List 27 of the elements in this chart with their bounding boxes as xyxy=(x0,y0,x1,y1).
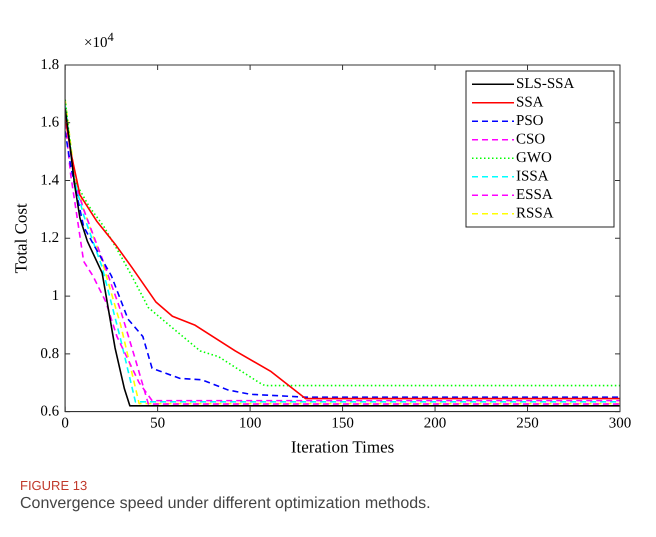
y-tick-label: 1.6 xyxy=(40,114,60,131)
y-tick-label: 0.6 xyxy=(40,404,60,420)
x-tick-label: 150 xyxy=(331,416,354,432)
legend-label: SSA xyxy=(516,94,544,111)
x-tick-label: 250 xyxy=(516,416,539,432)
x-tick-label: 0 xyxy=(61,416,69,432)
caption: FIGURE 13 xyxy=(20,478,88,493)
legend-label: CSO xyxy=(516,132,546,148)
y-tick-label: 0.8 xyxy=(40,346,60,362)
x-tick-label: 100 xyxy=(238,416,262,432)
legend-label: PSO xyxy=(516,113,544,130)
x-tick-label: 200 xyxy=(424,416,446,432)
x-axis-title: Iteration Times xyxy=(290,437,394,456)
y-tick-label: 1.8 xyxy=(40,56,60,73)
y-axis-title: Total Cost xyxy=(12,202,31,274)
legend-label: SLS-SSA xyxy=(516,76,575,92)
y-tick-label: 1.4 xyxy=(40,172,60,188)
legend-label: ESSA xyxy=(516,187,553,204)
y-tick-label: 1 xyxy=(52,288,60,304)
legend-label: RSSA xyxy=(516,206,554,222)
text: Convergence speed under different optimization methods. xyxy=(20,495,431,513)
x-tick-label: 300 xyxy=(608,416,632,432)
legend-label: GWO xyxy=(516,150,552,166)
x-tick-label: 50 xyxy=(150,416,166,432)
y-tick-label: 1.2 xyxy=(40,230,60,246)
text: ×10$^{4}$ xyxy=(84,30,114,52)
legend-label: ISSA xyxy=(516,168,549,185)
